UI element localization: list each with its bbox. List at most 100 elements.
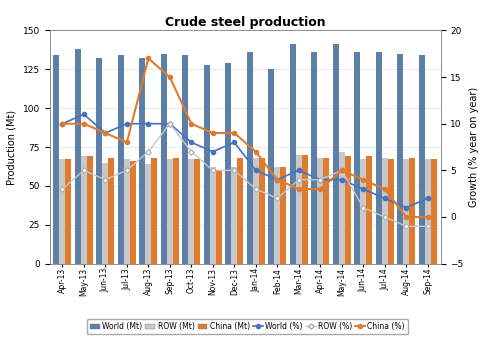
Bar [182, 55, 188, 264]
China (%) [403, 215, 409, 219]
Bar [268, 69, 274, 264]
Bar [81, 156, 87, 264]
Title: Crude steel production: Crude steel production [165, 16, 325, 29]
ROW (%) [382, 215, 388, 219]
China (%) [59, 122, 65, 126]
China (%) [253, 150, 259, 154]
China (%) [102, 131, 108, 135]
Bar [397, 54, 403, 264]
Bar [360, 160, 366, 264]
World (%) [296, 168, 302, 172]
Bar [366, 156, 372, 264]
Bar [65, 160, 71, 264]
Bar [188, 160, 195, 264]
China (%) [317, 187, 323, 191]
Bar [290, 44, 296, 264]
China (%) [360, 178, 366, 182]
Bar [253, 158, 259, 264]
Bar [323, 158, 329, 264]
Bar [388, 160, 394, 264]
World (%) [360, 187, 366, 191]
World (%) [146, 122, 151, 126]
World (%) [382, 196, 388, 200]
Bar [382, 158, 388, 264]
Bar [108, 158, 114, 264]
World (%) [124, 122, 130, 126]
Y-axis label: Production (Mt): Production (Mt) [7, 110, 17, 185]
Bar [195, 160, 200, 264]
Line: ROW (%): ROW (%) [60, 122, 430, 228]
ROW (%) [253, 187, 259, 191]
World (%) [188, 140, 194, 144]
China (%) [81, 122, 87, 126]
ROW (%) [81, 168, 87, 172]
Bar [53, 55, 59, 264]
World (%) [425, 196, 431, 200]
World (%) [339, 178, 345, 182]
Bar [237, 158, 244, 264]
Bar [124, 160, 130, 264]
Bar [431, 160, 437, 264]
China (%) [167, 75, 173, 79]
China (%) [339, 168, 345, 172]
Bar [130, 161, 136, 264]
World (%) [102, 131, 108, 135]
Bar [376, 52, 382, 264]
World (%) [167, 122, 173, 126]
Bar [173, 158, 179, 264]
ROW (%) [317, 178, 323, 182]
Bar [317, 158, 323, 264]
Legend: World (Mt), ROW (Mt), China (Mt), World (%), ROW (%), China (%): World (Mt), ROW (Mt), China (Mt), World … [87, 319, 408, 334]
Bar [403, 160, 409, 264]
Bar [247, 52, 253, 264]
ROW (%) [146, 150, 151, 154]
China (%) [188, 122, 194, 126]
Bar [274, 167, 280, 264]
Bar [419, 55, 425, 264]
Bar [161, 54, 167, 264]
Line: World (%): World (%) [60, 112, 430, 210]
ROW (%) [296, 178, 302, 182]
World (%) [81, 112, 87, 116]
World (%) [59, 122, 65, 126]
China (%) [425, 215, 431, 219]
ROW (%) [124, 168, 130, 172]
Bar [204, 65, 210, 264]
Bar [296, 155, 302, 264]
ROW (%) [403, 224, 409, 228]
Bar [259, 158, 265, 264]
ROW (%) [274, 196, 280, 200]
China (%) [382, 187, 388, 191]
China (%) [210, 131, 216, 135]
Bar [425, 160, 431, 264]
Bar [339, 152, 345, 264]
Bar [75, 49, 81, 264]
Bar [302, 155, 308, 264]
Bar [146, 164, 151, 264]
ROW (%) [59, 187, 65, 191]
Bar [225, 63, 231, 264]
Bar [210, 167, 216, 264]
Bar [97, 58, 102, 264]
ROW (%) [339, 168, 345, 172]
Y-axis label: Growth (% year on year): Growth (% year on year) [469, 87, 479, 207]
Bar [333, 44, 339, 264]
China (%) [296, 187, 302, 191]
ROW (%) [102, 178, 108, 182]
World (%) [274, 178, 280, 182]
Bar [311, 52, 317, 264]
ROW (%) [231, 168, 237, 172]
ROW (%) [210, 168, 216, 172]
Bar [118, 55, 124, 264]
World (%) [317, 178, 323, 182]
Bar [216, 170, 222, 264]
Bar [102, 163, 108, 264]
Bar [231, 167, 237, 264]
Bar [151, 158, 157, 264]
Bar [409, 158, 415, 264]
Bar [354, 52, 360, 264]
ROW (%) [360, 206, 366, 210]
Bar [59, 160, 65, 264]
Bar [345, 156, 351, 264]
Line: China (%): China (%) [60, 56, 430, 219]
